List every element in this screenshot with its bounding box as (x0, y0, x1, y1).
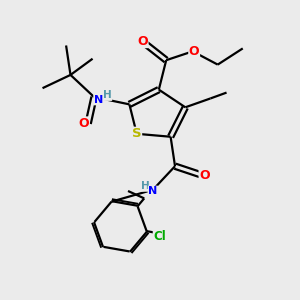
Text: O: O (78, 117, 89, 130)
Text: N: N (94, 95, 103, 105)
Text: O: O (199, 169, 210, 182)
Text: S: S (132, 127, 142, 140)
Text: H: H (103, 90, 112, 100)
Text: H: H (141, 181, 150, 191)
Text: N: N (148, 186, 158, 196)
Text: O: O (189, 45, 200, 58)
Text: O: O (137, 34, 148, 48)
Text: Cl: Cl (153, 230, 166, 244)
